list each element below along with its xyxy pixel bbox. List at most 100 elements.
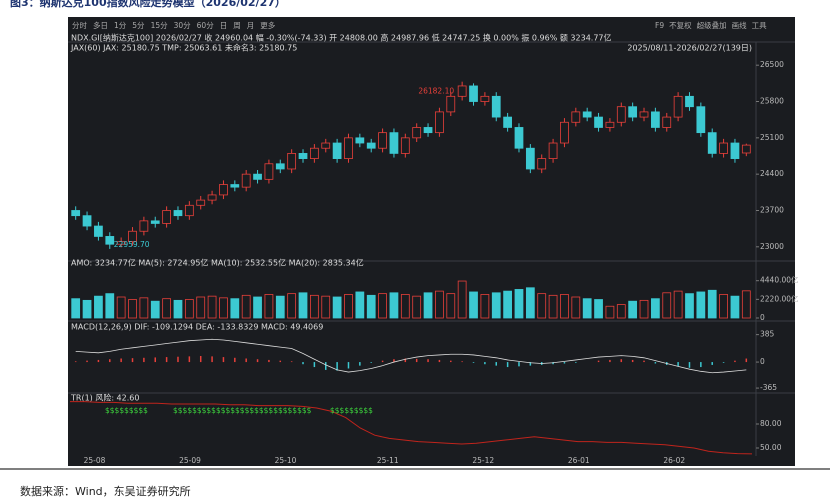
info-line: NDX.GI[纳斯达克100] 2026/02/27 收 24960.04 幅 … xyxy=(71,33,612,43)
candle-body xyxy=(275,163,285,170)
candle-body xyxy=(594,116,603,128)
toolbar-button: 画线 xyxy=(732,20,747,30)
candle-body xyxy=(582,111,592,118)
toolbar-button: 30分 xyxy=(174,21,192,30)
x-tick-label: 26-01 xyxy=(568,456,590,465)
volume-bar xyxy=(582,298,592,319)
candle-body xyxy=(264,163,274,180)
x-tick-label: 25-08 xyxy=(84,456,106,465)
volume-bar xyxy=(730,295,740,319)
volume-bar xyxy=(298,292,308,319)
y-tick-label: 24400 xyxy=(760,169,784,178)
toolbar-button: 多日 xyxy=(93,20,108,30)
toolbar-button: 15分 xyxy=(151,21,169,30)
candle-body xyxy=(616,106,626,123)
x-tick-label: 25-10 xyxy=(275,456,297,465)
volume-bar xyxy=(230,298,240,319)
volume-bar xyxy=(446,293,456,319)
volume-bar xyxy=(241,294,251,319)
candle-body xyxy=(548,142,558,159)
x-tick-label: 25-09 xyxy=(179,456,201,465)
candle-body xyxy=(605,121,615,128)
volume-bar xyxy=(707,289,717,319)
volume-bar xyxy=(480,294,490,319)
candle-body xyxy=(400,137,410,154)
candle-body xyxy=(128,230,137,243)
candle-body xyxy=(230,184,240,188)
volume-bar xyxy=(105,293,115,319)
volume-bar xyxy=(741,290,751,319)
toolbar-button: 1分 xyxy=(114,21,127,30)
y-tick-label: 26500 xyxy=(760,60,784,69)
tr-line xyxy=(70,401,753,455)
candle-body xyxy=(310,147,319,159)
candle-body xyxy=(241,173,251,188)
volume-bar xyxy=(457,280,467,319)
volume-bar xyxy=(525,287,535,319)
volume-bar xyxy=(196,296,206,319)
toolbar-button: 日 xyxy=(220,21,228,30)
y-tick-label: 0 xyxy=(760,357,765,366)
candle-body xyxy=(480,95,490,102)
toolbar-button: 60分 xyxy=(197,21,215,30)
chart-area xyxy=(68,17,795,466)
candle-body xyxy=(571,111,581,123)
candle-body xyxy=(94,225,103,237)
volume-bar xyxy=(332,296,342,319)
price-annotation: 22959.70 xyxy=(114,240,150,249)
volume-bar xyxy=(310,294,319,319)
volume-bar xyxy=(275,295,285,319)
candle-body xyxy=(628,106,638,118)
candle-body xyxy=(116,241,126,245)
volume-bar xyxy=(491,292,501,319)
volume-bar xyxy=(150,300,160,319)
signal-marker: $$$$$$$$$ xyxy=(105,406,148,415)
candle-body xyxy=(184,204,194,217)
candle-body xyxy=(560,121,569,144)
volume-bar xyxy=(116,296,126,319)
volume-bar xyxy=(616,304,626,319)
volume-bar xyxy=(82,299,92,319)
candle-body xyxy=(150,220,160,224)
candle-body xyxy=(435,111,444,134)
volume-bar xyxy=(685,293,694,319)
candle-body xyxy=(457,85,467,97)
toolbar-button: 不复权 xyxy=(669,20,692,30)
volume-bar xyxy=(673,290,683,319)
y-tick-label: 0 xyxy=(760,313,765,322)
candle-body xyxy=(162,210,171,224)
volume-bar xyxy=(548,294,558,319)
volume-bar xyxy=(184,299,194,319)
volume-bar xyxy=(94,295,103,319)
candle-body xyxy=(287,153,297,170)
candle-body xyxy=(366,142,376,149)
volume-bar xyxy=(264,294,274,319)
candle-body xyxy=(537,158,547,170)
volume-bar xyxy=(469,291,478,319)
volume-bar xyxy=(537,293,547,319)
candle-body xyxy=(514,127,524,149)
candle-body xyxy=(651,111,660,128)
candle-body xyxy=(662,116,672,128)
panel-title: MACD(12,26,9) DIF: -109.1294 DEA: -133.8… xyxy=(71,323,323,332)
y-tick-label: 2220.00亿 xyxy=(760,293,799,303)
y-tick-label: 4440.00亿 xyxy=(760,275,799,285)
x-tick-label: 25-12 xyxy=(472,456,494,465)
candle-body xyxy=(469,85,478,102)
candle-body xyxy=(525,147,535,170)
figure-title: 图3：纳斯达克100指数风险走势模型（2026/02/27） xyxy=(10,0,286,9)
toolbar-button: 5分 xyxy=(132,21,145,30)
candle-body xyxy=(207,194,217,201)
toolbar-button: 更多 xyxy=(260,20,275,30)
candle-body xyxy=(355,137,365,144)
candle-body xyxy=(503,116,512,128)
volume-bar xyxy=(719,294,728,319)
volume-bar xyxy=(605,305,615,319)
toolbar-button: 分时 xyxy=(72,20,87,30)
volume-bar xyxy=(378,293,387,319)
candle-body xyxy=(730,142,740,159)
volume-bar xyxy=(355,291,365,319)
candle-body xyxy=(741,144,751,154)
candle-body xyxy=(491,95,501,118)
volume-bar xyxy=(128,299,137,319)
